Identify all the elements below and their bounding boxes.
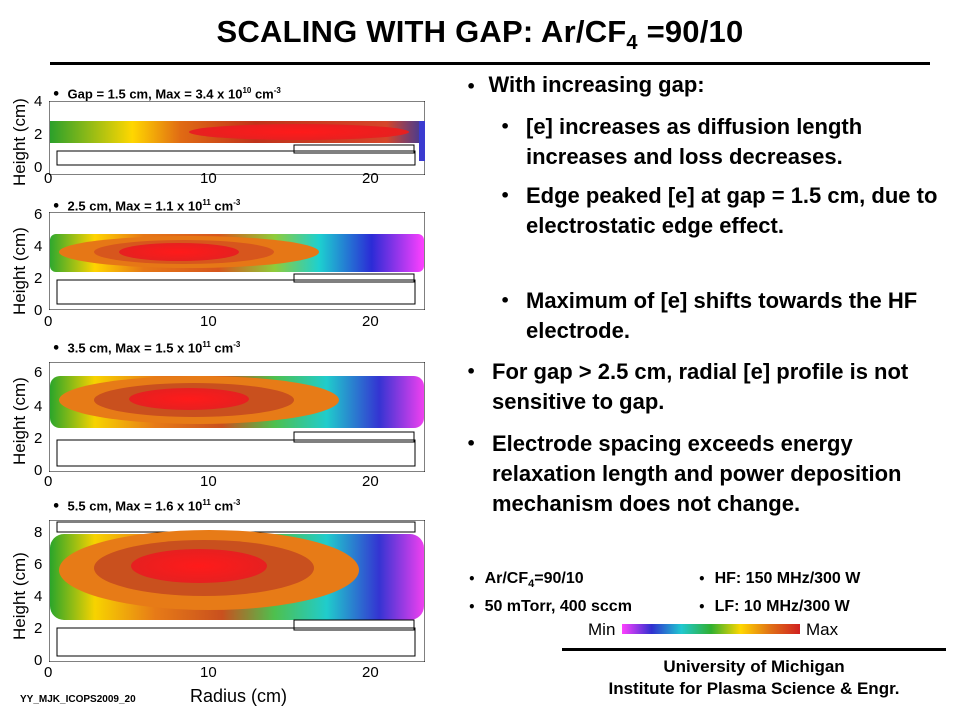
plot1-xtick: 0 (44, 170, 53, 187)
plot2-ytick: 2 (34, 270, 43, 287)
plot4-ytick: 2 (34, 620, 43, 637)
plot1-ytick: 4 (34, 93, 43, 110)
footer-institute: Institute for Plasma Science & Engr. (608, 679, 900, 698)
plot4-xtick: 10 (200, 664, 217, 681)
plot4-xtick: 20 (362, 664, 379, 681)
condition-gas-mix: • Ar/CF4=90/10 (468, 570, 584, 591)
plot4-xtick: 0 (44, 664, 53, 681)
plot4-ytick: 8 (34, 524, 43, 541)
plot4-caption: • 5.5 cm, Max = 1.6 x 1011 cm-3 (52, 498, 241, 515)
plot4-density-map (49, 520, 425, 662)
plot3-xtick: 20 (362, 473, 379, 490)
plot4-ytick: 6 (34, 556, 43, 573)
condition-lf: • LF: 10 MHz/300 W (698, 598, 850, 615)
plot1-xtick: 10 (200, 170, 217, 187)
colorbar (622, 624, 800, 634)
plot3-xtick: 10 (200, 473, 217, 490)
plot4-ytick: 4 (34, 588, 43, 605)
footer: University of Michigan Institute for Pla… (562, 656, 946, 700)
title-divider (50, 62, 930, 65)
plot2-ytick: 4 (34, 238, 43, 255)
plot1-ylabel: Height (cm) (10, 98, 29, 186)
plot2-density-map (49, 212, 425, 310)
plot2-xtick: 0 (44, 313, 53, 330)
plot2-ytick: 0 (34, 302, 43, 319)
plot1-density-map (49, 101, 425, 175)
plot3-ytick: 6 (34, 364, 43, 381)
plot2-xtick: 20 (362, 313, 379, 330)
plot2-ylabel: Height (cm) (10, 227, 29, 315)
plot2-xtick: 10 (200, 313, 217, 330)
slide-title: SCALING WITH GAP: Ar/CF4 =90/10 (216, 14, 744, 55)
colorbar-max-label: Max (806, 620, 839, 639)
plot3-ytick: 2 (34, 430, 43, 447)
plot3-ytick: 4 (34, 398, 43, 415)
plot3-caption: • 3.5 cm, Max = 1.5 x 1011 cm-3 (52, 340, 241, 357)
bullet-1: • With increasing gap: (466, 72, 705, 97)
bullet-1b: • Edge peaked [e] at gap = 1.5 cm, due to… (500, 183, 938, 238)
bullet-1a: • [e] increases as diffusion length incre… (500, 114, 863, 169)
plot1-caption: • Gap = 1.5 cm, Max = 3.4 x 1010 cm-3 (52, 86, 281, 103)
plot4-ylabel: Height (cm) (10, 552, 29, 640)
bullet-1c: • Maximum of [e] shifts towards the HF el… (500, 288, 918, 343)
bullet-2: • For gap > 2.5 cm, radial [e] profile is… (466, 359, 909, 414)
slide-id: YY_MJK_ICOPS2009_20 (20, 694, 136, 705)
x-axis-label: Radius (cm) (190, 686, 288, 706)
plot3-ytick: 0 (34, 462, 43, 479)
plot1-ytick: 2 (34, 126, 43, 143)
footer-university: University of Michigan (663, 657, 845, 676)
footer-divider (562, 648, 946, 651)
plot3-xtick: 0 (44, 473, 53, 490)
plot3-ylabel: Height (cm) (10, 377, 29, 465)
plot4-ytick: 0 (34, 652, 43, 669)
plot1-ytick: 0 (34, 159, 43, 176)
colorbar-min-label: Min (588, 620, 616, 639)
plot2-caption: • 2.5 cm, Max = 1.1 x 1011 cm-3 (52, 198, 241, 215)
condition-pressure: • 50 mTorr, 400 sccm (468, 598, 632, 615)
bullet-3: • Electrode spacing exceeds energy relaxa… (466, 431, 902, 516)
plot1-xtick: 20 (362, 170, 379, 187)
condition-hf: • HF: 150 MHz/300 W (698, 570, 861, 587)
plot2-ytick: 6 (34, 206, 43, 223)
plot3-density-map (49, 362, 425, 472)
